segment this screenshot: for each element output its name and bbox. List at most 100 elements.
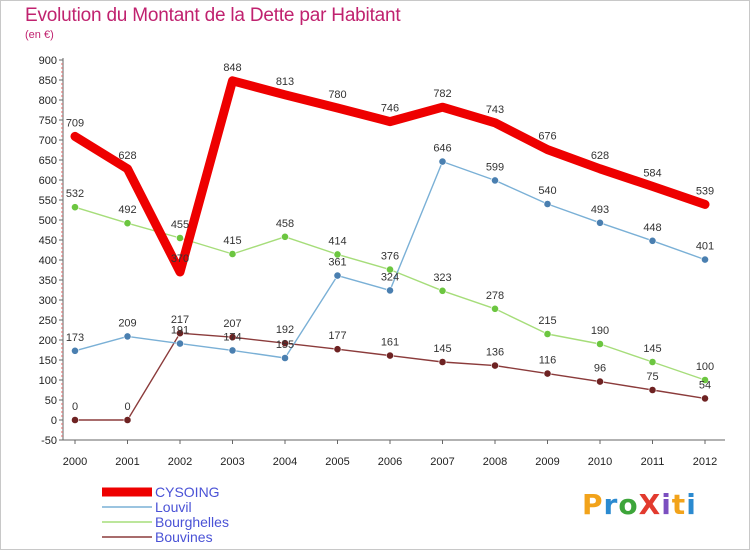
data-label: 361 xyxy=(328,257,346,269)
data-point xyxy=(228,346,237,355)
data-label: 493 xyxy=(591,204,609,216)
data-label: 746 xyxy=(381,103,399,115)
data-point xyxy=(71,203,79,212)
data-label: 191 xyxy=(171,325,189,337)
y-tick-label: 650 xyxy=(39,155,57,167)
y-tick-label: 400 xyxy=(39,255,57,267)
data-label: 174 xyxy=(223,331,241,343)
data-label: 207 xyxy=(223,318,241,330)
x-tick-label: 2009 xyxy=(535,456,559,468)
legend-item-bourghelles: Bourghelles xyxy=(155,514,229,530)
x-tick-label: 2003 xyxy=(220,456,244,468)
data-point xyxy=(438,358,447,366)
data-label: 54 xyxy=(699,379,711,391)
data-label: 215 xyxy=(538,315,556,327)
data-point xyxy=(333,250,342,259)
data-point xyxy=(281,232,289,241)
data-label: 192 xyxy=(276,324,294,336)
data-point xyxy=(333,271,342,280)
data-point xyxy=(123,332,132,341)
x-tick-label: 2000 xyxy=(63,456,87,468)
y-tick-label: 0 xyxy=(51,415,57,427)
data-point xyxy=(176,339,184,348)
data-label: 492 xyxy=(118,204,136,216)
x-tick-label: 2008 xyxy=(483,456,507,468)
chart-subtitle: (en €) xyxy=(25,29,54,41)
data-label: 100 xyxy=(696,361,714,373)
data-point xyxy=(701,255,709,264)
data-point xyxy=(543,200,552,208)
data-label: 813 xyxy=(276,76,294,88)
y-tick-label: 750 xyxy=(39,115,57,127)
y-tick-label: 900 xyxy=(39,55,57,67)
y-tick-label: 300 xyxy=(39,295,57,307)
data-label: 177 xyxy=(328,330,346,342)
proxiti-logo: ProXiti xyxy=(582,488,697,521)
data-point xyxy=(648,386,657,394)
y-tick-label: 50 xyxy=(45,395,57,407)
x-tick-label: 2012 xyxy=(693,456,717,468)
x-tick-label: 2007 xyxy=(430,456,454,468)
data-label: 0 xyxy=(124,401,130,413)
data-label: 455 xyxy=(171,219,189,231)
y-tick-label: 100 xyxy=(39,375,57,387)
data-label: 136 xyxy=(486,347,504,359)
data-label: 532 xyxy=(66,188,84,200)
data-label: 415 xyxy=(223,235,241,247)
data-label: 376 xyxy=(381,251,399,263)
data-point xyxy=(386,265,394,274)
data-point xyxy=(123,416,132,424)
y-tick-label: 600 xyxy=(39,175,57,187)
x-tick-label: 2004 xyxy=(273,456,297,468)
y-tick-label: 450 xyxy=(39,235,57,247)
data-point xyxy=(123,219,132,228)
data-label: 161 xyxy=(381,337,399,349)
data-label: 458 xyxy=(276,218,294,230)
x-tick-label: 2010 xyxy=(588,456,612,468)
data-point xyxy=(491,176,499,185)
legend-item-bouvines: Bouvines xyxy=(155,529,213,545)
legend-item-cysoing: CYSOING xyxy=(155,484,220,500)
data-point xyxy=(438,157,447,166)
y-tick-label: 350 xyxy=(39,275,57,287)
data-point xyxy=(596,218,604,227)
data-point xyxy=(281,339,289,348)
data-label: 145 xyxy=(643,343,661,355)
y-tick-label: 850 xyxy=(39,75,57,87)
data-label: 584 xyxy=(643,167,661,179)
data-label: 116 xyxy=(539,355,557,367)
data-label: 323 xyxy=(433,272,451,284)
data-label: 155 xyxy=(276,339,294,351)
data-point xyxy=(701,394,709,403)
data-point xyxy=(648,358,657,366)
data-label: 782 xyxy=(433,88,451,100)
data-point xyxy=(543,330,552,338)
data-point xyxy=(386,286,394,295)
data-point xyxy=(281,354,289,362)
data-label: 324 xyxy=(381,271,399,283)
data-label: 676 xyxy=(538,131,556,143)
data-label: 709 xyxy=(66,117,84,129)
data-label: 401 xyxy=(696,241,714,253)
data-label: 370 xyxy=(171,253,189,265)
y-tick-label: 150 xyxy=(39,355,57,367)
data-label: 190 xyxy=(591,325,609,337)
data-label: 448 xyxy=(643,222,661,234)
data-point xyxy=(71,346,79,355)
y-tick-label: -50 xyxy=(41,435,57,447)
data-label: 217 xyxy=(171,314,189,326)
legend-item-louvil: Louvil xyxy=(155,499,192,515)
y-tick-label: 550 xyxy=(39,195,57,207)
y-tick-label: 250 xyxy=(39,315,57,327)
data-label: 0 xyxy=(72,401,78,413)
x-tick-label: 2005 xyxy=(325,456,349,468)
data-label: 278 xyxy=(486,290,504,302)
data-point xyxy=(491,361,499,370)
y-tick-label: 200 xyxy=(39,335,57,347)
data-point xyxy=(701,376,709,384)
data-label: 780 xyxy=(328,89,346,101)
data-point xyxy=(228,250,237,258)
data-point xyxy=(386,351,394,360)
data-label: 75 xyxy=(646,371,658,383)
